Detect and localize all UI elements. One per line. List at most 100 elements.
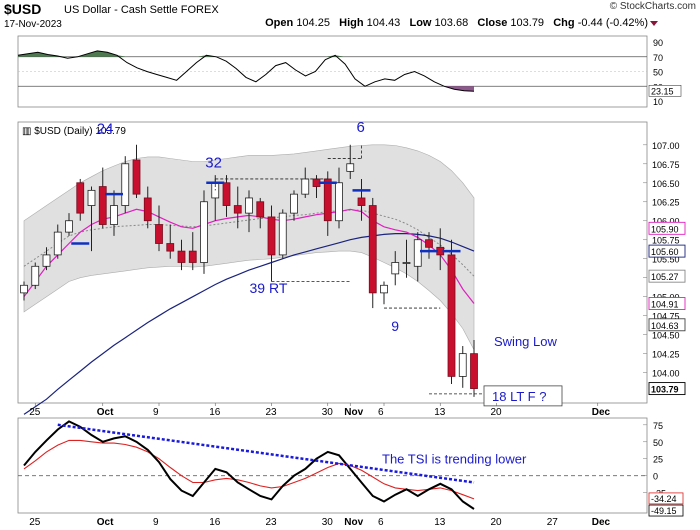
candle bbox=[222, 175, 231, 217]
candle bbox=[110, 190, 118, 236]
price-badge bbox=[648, 221, 686, 235]
candle bbox=[391, 251, 400, 286]
chart-header: $USD US Dollar - Cash Settle FOREX 17-No… bbox=[0, 0, 700, 36]
price-tick-label: 104.75 bbox=[652, 312, 680, 322]
rsi-line bbox=[17, 50, 475, 92]
candle-body bbox=[53, 231, 62, 256]
brand-watermark: © StockCharts.com bbox=[609, 1, 696, 12]
rsi-tick-label: 10 bbox=[653, 97, 663, 107]
candle-body bbox=[335, 182, 343, 222]
tsi-line bbox=[23, 420, 475, 510]
candle-body bbox=[222, 182, 231, 206]
x-tick-label: Dec bbox=[592, 407, 611, 418]
candle-body bbox=[267, 216, 276, 256]
rsi-oversold-fill bbox=[18, 86, 474, 92]
x-tick-label-bottom: 30 bbox=[322, 517, 334, 528]
candle-body bbox=[402, 262, 411, 264]
down-triangle-icon bbox=[650, 21, 658, 26]
candle bbox=[267, 205, 276, 282]
candle-body bbox=[188, 250, 197, 263]
price-tick-label: 106.25 bbox=[652, 198, 680, 208]
candle-body bbox=[425, 239, 433, 248]
price-tick-label: 105.75 bbox=[652, 236, 680, 246]
x-tick-label: 13 bbox=[434, 407, 446, 418]
candle-body bbox=[323, 178, 332, 222]
candle bbox=[87, 186, 96, 252]
candle bbox=[380, 281, 388, 305]
candle bbox=[290, 190, 298, 221]
price-badge-label: 104.91 bbox=[651, 300, 679, 310]
tsi-signal-line bbox=[23, 439, 475, 500]
price-tick-label: 106.50 bbox=[652, 179, 680, 189]
candle bbox=[233, 186, 242, 229]
candle bbox=[121, 156, 130, 214]
candle-body bbox=[368, 205, 377, 294]
candle bbox=[200, 190, 208, 274]
annotation-box bbox=[483, 385, 563, 407]
candle bbox=[42, 247, 51, 271]
candle bbox=[53, 224, 62, 259]
price-tick-label: 106.00 bbox=[652, 217, 680, 227]
price-badge-label: 105.90 bbox=[651, 224, 679, 234]
candle-body bbox=[65, 220, 73, 233]
price-badge-label: 105.60 bbox=[651, 247, 679, 257]
candle bbox=[245, 190, 253, 233]
tsi-signal-label: -34.24 bbox=[651, 494, 677, 504]
x-tick-label: 23 bbox=[266, 407, 278, 418]
ma-mid-line bbox=[23, 209, 475, 277]
candle bbox=[425, 232, 433, 259]
candle bbox=[368, 197, 377, 309]
price-tick-label: 105.50 bbox=[652, 255, 680, 265]
price-badge-label: 105.27 bbox=[651, 272, 679, 282]
tsi-tick-label: 50 bbox=[653, 438, 663, 448]
x-tick-label-bottom: 23 bbox=[266, 517, 278, 528]
price-panel-label: ▥ $USD (Daily) 103.79 bbox=[22, 126, 126, 137]
candle-body bbox=[31, 265, 40, 286]
price-badge-label: 104.63 bbox=[651, 321, 679, 331]
x-tick-label-bottom: 6 bbox=[378, 517, 384, 528]
chart-date: 17-Nov-2023 bbox=[4, 19, 62, 30]
candle-body bbox=[301, 178, 310, 195]
price-badge bbox=[648, 244, 686, 258]
x-tick-label: 25 bbox=[29, 407, 41, 418]
candle bbox=[402, 239, 411, 278]
candle bbox=[155, 205, 163, 252]
annotation-swing-low: Swing Low bbox=[494, 334, 557, 349]
price-tick-label: 106.75 bbox=[652, 160, 680, 170]
price-badge bbox=[648, 382, 686, 396]
candle bbox=[177, 239, 186, 271]
x-tick-label: 6 bbox=[378, 407, 384, 418]
annotation-9: 9 bbox=[391, 318, 399, 334]
candle bbox=[470, 339, 478, 397]
candle bbox=[132, 144, 141, 198]
x-tick-label-bottom: 20 bbox=[491, 517, 503, 528]
candle bbox=[20, 281, 28, 301]
tsi-last-label: -49.15 bbox=[651, 506, 677, 516]
tsi-tick-label: 75 bbox=[653, 421, 663, 431]
candle-body bbox=[20, 284, 28, 294]
candle bbox=[357, 178, 366, 221]
candle bbox=[166, 224, 175, 259]
tsi-tick-label: 0 bbox=[653, 472, 658, 482]
candle bbox=[346, 144, 355, 179]
price-badge bbox=[648, 269, 686, 283]
candle bbox=[458, 346, 467, 388]
candle bbox=[413, 232, 422, 282]
tsi-annotation: The TSI is trending lower bbox=[382, 451, 527, 466]
candle-body bbox=[245, 197, 253, 214]
candle bbox=[447, 239, 456, 385]
annotation-18lt: 18 LT F ? bbox=[492, 389, 546, 404]
candle-body bbox=[458, 353, 467, 377]
rsi-tick-label: 70 bbox=[653, 53, 663, 63]
candle-body bbox=[357, 197, 366, 206]
panel-frame bbox=[17, 121, 648, 404]
x-tick-label: 9 bbox=[153, 407, 159, 418]
candle-body bbox=[98, 186, 107, 225]
candle-body bbox=[143, 197, 152, 222]
candle-body bbox=[447, 254, 456, 377]
ohlc-readout: Open 104.25 High 104.43 Low 103.68 Close… bbox=[265, 17, 648, 29]
annotation-24: 24 bbox=[97, 120, 114, 137]
candle-body bbox=[290, 193, 298, 214]
rsi-tick-label: 90 bbox=[653, 38, 663, 48]
candle-body bbox=[177, 250, 186, 263]
